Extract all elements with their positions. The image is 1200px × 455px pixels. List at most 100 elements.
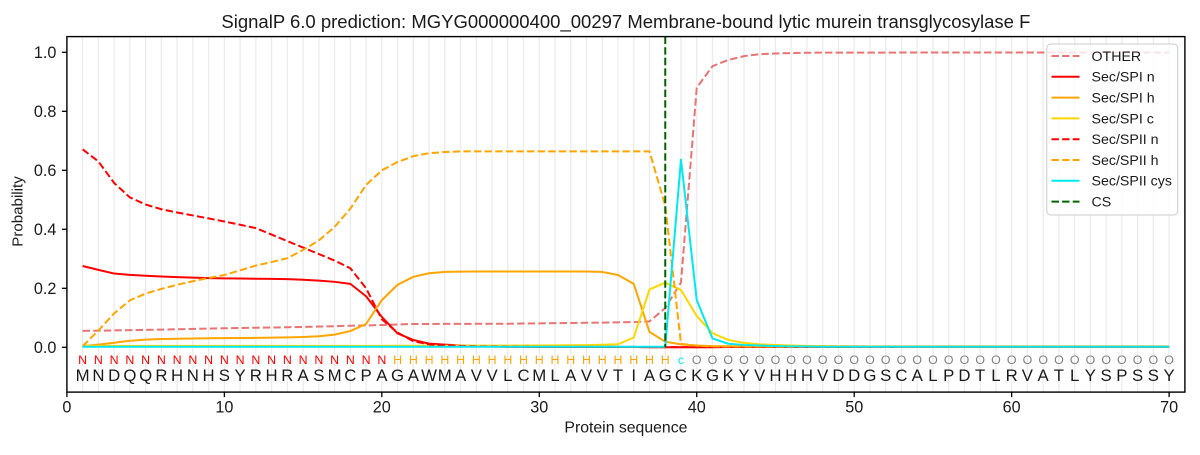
svg-text:N: N — [125, 353, 134, 367]
svg-text:S: S — [313, 366, 324, 385]
svg-text:W: W — [421, 366, 437, 385]
svg-text:O: O — [739, 353, 749, 367]
svg-text:O: O — [692, 353, 702, 367]
svg-text:D: D — [108, 366, 120, 385]
svg-text:N: N — [110, 353, 119, 367]
svg-text:O: O — [1007, 353, 1017, 367]
svg-text:M: M — [532, 366, 546, 385]
svg-text:G: G — [863, 366, 876, 385]
svg-text:N: N — [204, 353, 213, 367]
svg-text:H: H — [519, 353, 528, 367]
svg-text:N: N — [251, 353, 260, 367]
svg-text:H: H — [598, 353, 607, 367]
svg-text:I: I — [631, 366, 636, 385]
svg-text:A: A — [376, 366, 388, 385]
svg-text:Sec/SPII n: Sec/SPII n — [1092, 132, 1159, 148]
svg-text:O: O — [1038, 353, 1048, 367]
svg-text:R: R — [281, 366, 293, 385]
svg-text:O: O — [786, 353, 796, 367]
svg-text:Sec/SPI n: Sec/SPI n — [1092, 70, 1155, 86]
svg-text:K: K — [723, 366, 734, 385]
svg-text:O: O — [944, 353, 954, 367]
svg-text:R: R — [250, 366, 262, 385]
svg-text:M: M — [328, 366, 342, 385]
svg-text:G: G — [706, 366, 719, 385]
svg-text:O: O — [881, 353, 891, 367]
svg-text:H: H — [645, 353, 654, 367]
svg-text:V: V — [471, 366, 483, 385]
svg-text:N: N — [188, 353, 197, 367]
svg-text:S: S — [1132, 366, 1143, 385]
svg-text:R: R — [155, 366, 167, 385]
svg-text:S: S — [1101, 366, 1112, 385]
svg-text:O: O — [723, 353, 733, 367]
svg-text:L: L — [928, 366, 937, 385]
svg-text:O: O — [755, 353, 765, 367]
svg-text:N: N — [78, 353, 87, 367]
svg-text:OTHER: OTHER — [1092, 49, 1142, 65]
svg-text:N: N — [157, 353, 166, 367]
svg-text:D: D — [848, 366, 860, 385]
svg-text:Sec/SPI h: Sec/SPI h — [1092, 91, 1155, 107]
svg-text:O: O — [912, 353, 922, 367]
svg-text:H: H — [551, 353, 560, 367]
svg-text:H: H — [769, 366, 781, 385]
svg-text:D: D — [832, 366, 844, 385]
svg-text:O: O — [1101, 353, 1111, 367]
svg-text:20: 20 — [373, 399, 391, 417]
svg-text:50: 50 — [845, 399, 863, 417]
svg-text:SignalP 6.0 prediction: MGYG00: SignalP 6.0 prediction: MGYG000000400_00… — [221, 11, 1030, 33]
svg-text:R: R — [1006, 366, 1018, 385]
svg-text:N: N — [314, 353, 323, 367]
svg-text:V: V — [754, 366, 766, 385]
svg-text:O: O — [1164, 353, 1174, 367]
svg-text:V: V — [817, 366, 829, 385]
svg-text:CS: CS — [1092, 195, 1112, 211]
svg-text:G: G — [659, 366, 672, 385]
svg-text:A: A — [644, 366, 656, 385]
svg-text:S: S — [880, 366, 891, 385]
svg-text:H: H — [661, 353, 670, 367]
svg-text:0.8: 0.8 — [34, 103, 57, 121]
svg-text:O: O — [834, 353, 844, 367]
svg-text:N: N — [299, 353, 308, 367]
svg-text:N: N — [94, 353, 103, 367]
svg-text:N: N — [220, 353, 229, 367]
svg-text:H: H — [801, 366, 813, 385]
svg-text:0.0: 0.0 — [34, 339, 57, 357]
svg-text:Q: Q — [123, 366, 136, 385]
svg-text:c: c — [678, 353, 684, 367]
svg-text:T: T — [1054, 366, 1064, 385]
svg-text:Sec/SPII cys: Sec/SPII cys — [1092, 174, 1172, 190]
svg-text:G: G — [391, 366, 404, 385]
svg-text:10: 10 — [215, 399, 233, 417]
svg-text:L: L — [550, 366, 559, 385]
svg-text:Q: Q — [139, 366, 152, 385]
svg-text:O: O — [802, 353, 812, 367]
svg-text:S: S — [1148, 366, 1159, 385]
svg-text:H: H — [535, 353, 544, 367]
svg-text:M: M — [438, 366, 452, 385]
svg-text:D: D — [958, 366, 970, 385]
svg-text:O: O — [897, 353, 907, 367]
svg-text:O: O — [818, 353, 828, 367]
svg-text:A: A — [912, 366, 924, 385]
svg-text:0: 0 — [62, 399, 71, 417]
svg-text:H: H — [566, 353, 575, 367]
svg-text:C: C — [517, 366, 529, 385]
svg-text:N: N — [92, 366, 104, 385]
svg-text:O: O — [1054, 353, 1064, 367]
svg-text:Y: Y — [235, 366, 246, 385]
svg-text:N: N — [267, 353, 276, 367]
svg-text:O: O — [1086, 353, 1096, 367]
svg-text:O: O — [771, 353, 781, 367]
svg-text:0.2: 0.2 — [34, 280, 57, 298]
svg-text:H: H — [582, 353, 591, 367]
svg-text:Sec/SPI c: Sec/SPI c — [1092, 111, 1154, 127]
svg-text:Sec/SPII h: Sec/SPII h — [1092, 153, 1159, 169]
svg-text:T: T — [613, 366, 623, 385]
svg-text:A: A — [565, 366, 577, 385]
svg-text:A: A — [408, 366, 420, 385]
svg-text:40: 40 — [688, 399, 706, 417]
svg-text:Probability: Probability — [10, 176, 27, 247]
